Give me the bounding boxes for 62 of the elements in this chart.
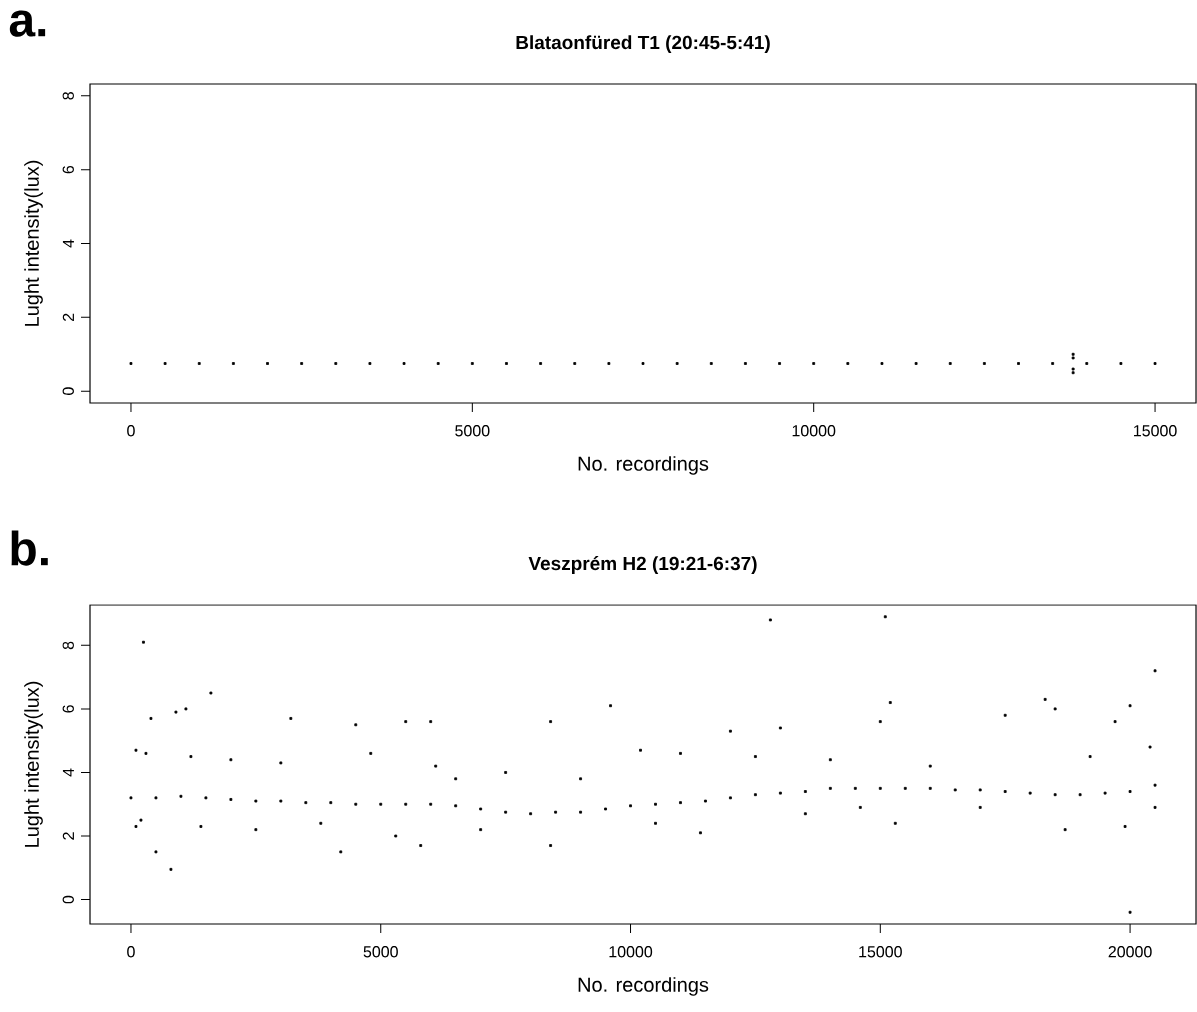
x-axis-title: No. recordings [578, 977, 709, 996]
point [675, 362, 679, 365]
y-tick-label: 2 [62, 313, 74, 321]
y-tick-label: 8 [62, 92, 74, 100]
point [436, 362, 440, 365]
point [300, 362, 304, 365]
x-tick-label: 15000 [859, 946, 902, 958]
point [539, 362, 543, 365]
point [982, 362, 986, 365]
point [470, 362, 474, 365]
point [880, 362, 884, 365]
point [1071, 371, 1075, 375]
chart-title: Blataonfüred T1 (20:45-5:41) [516, 35, 770, 53]
x-tick-label: 5000 [363, 946, 398, 958]
point [505, 362, 508, 365]
point [607, 362, 611, 365]
x-tick-label: 0 [127, 946, 135, 958]
point [914, 362, 918, 365]
point [948, 362, 952, 365]
point [163, 362, 167, 365]
point [709, 362, 713, 365]
x-tick-label: 10000 [609, 946, 653, 958]
point [1119, 362, 1123, 365]
point [573, 362, 577, 365]
point [1017, 362, 1020, 365]
point [197, 362, 201, 365]
y-axis-title: Lught intensity(lux) [24, 681, 43, 847]
chart-title: Veszprém H2 (19:21-6:37) [528, 556, 757, 574]
point [1071, 352, 1075, 356]
point [1071, 356, 1075, 360]
text: a. [9, 10, 46, 37]
point [812, 362, 816, 365]
text: b. [11, 530, 48, 566]
y-tick-label: 0 [62, 895, 74, 904]
y-tick-label: 2 [62, 832, 74, 840]
y-tick-label: 6 [62, 705, 74, 713]
point [266, 362, 269, 365]
point [1085, 362, 1089, 365]
x-tick-label: 15000 [1134, 425, 1177, 437]
point [1051, 362, 1055, 365]
x-tick-label: 5000 [455, 425, 490, 437]
point [778, 362, 781, 365]
x-tick-label: 20000 [1108, 946, 1152, 958]
point [744, 362, 747, 365]
y-tick-label: 6 [62, 165, 74, 174]
point [368, 362, 372, 365]
y-axis-title: Lught intensity(lux) [24, 160, 43, 326]
point [1153, 362, 1157, 365]
y-tick-label: 4 [62, 768, 74, 777]
x-axis-title: No. recordings [578, 456, 709, 475]
point [846, 362, 850, 365]
point [402, 362, 406, 365]
point [231, 362, 235, 365]
point [334, 362, 338, 365]
x-tick-label: 10000 [792, 425, 836, 437]
y-tick-label: 4 [62, 239, 74, 248]
y-tick-label: 8 [62, 641, 74, 650]
point [129, 362, 133, 365]
y-tick-label: 0 [62, 387, 74, 396]
x-tick-label: 0 [127, 425, 135, 437]
point [641, 362, 645, 365]
point [1071, 367, 1075, 371]
